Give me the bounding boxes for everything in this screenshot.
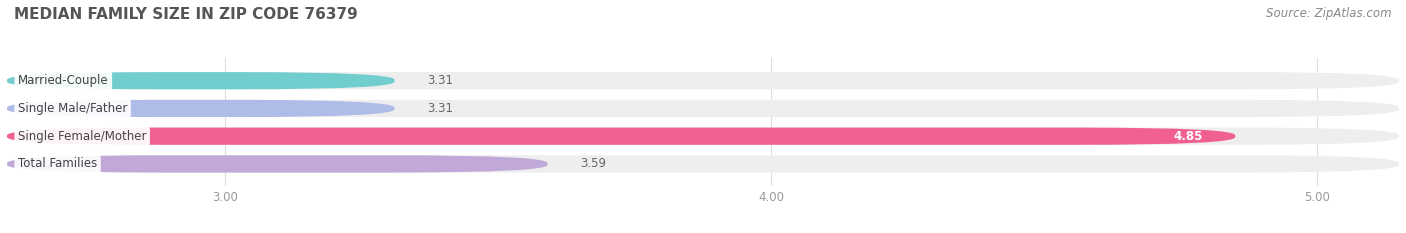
- Text: 3.31: 3.31: [427, 102, 453, 115]
- FancyBboxPatch shape: [7, 100, 395, 117]
- Text: MEDIAN FAMILY SIZE IN ZIP CODE 76379: MEDIAN FAMILY SIZE IN ZIP CODE 76379: [14, 7, 357, 22]
- Text: 3.31: 3.31: [427, 74, 453, 87]
- FancyBboxPatch shape: [7, 72, 1399, 89]
- Text: 3.59: 3.59: [581, 158, 606, 170]
- FancyBboxPatch shape: [7, 155, 1399, 172]
- FancyBboxPatch shape: [7, 128, 1236, 145]
- Text: Single Male/Father: Single Male/Father: [18, 102, 128, 115]
- FancyBboxPatch shape: [7, 100, 1399, 117]
- Text: 4.85: 4.85: [1173, 130, 1202, 143]
- FancyBboxPatch shape: [7, 72, 395, 89]
- FancyBboxPatch shape: [7, 128, 1399, 145]
- Text: Single Female/Mother: Single Female/Mother: [18, 130, 146, 143]
- Text: Total Families: Total Families: [18, 158, 97, 170]
- FancyBboxPatch shape: [7, 155, 547, 172]
- Text: Source: ZipAtlas.com: Source: ZipAtlas.com: [1267, 7, 1392, 20]
- Text: Married-Couple: Married-Couple: [18, 74, 108, 87]
